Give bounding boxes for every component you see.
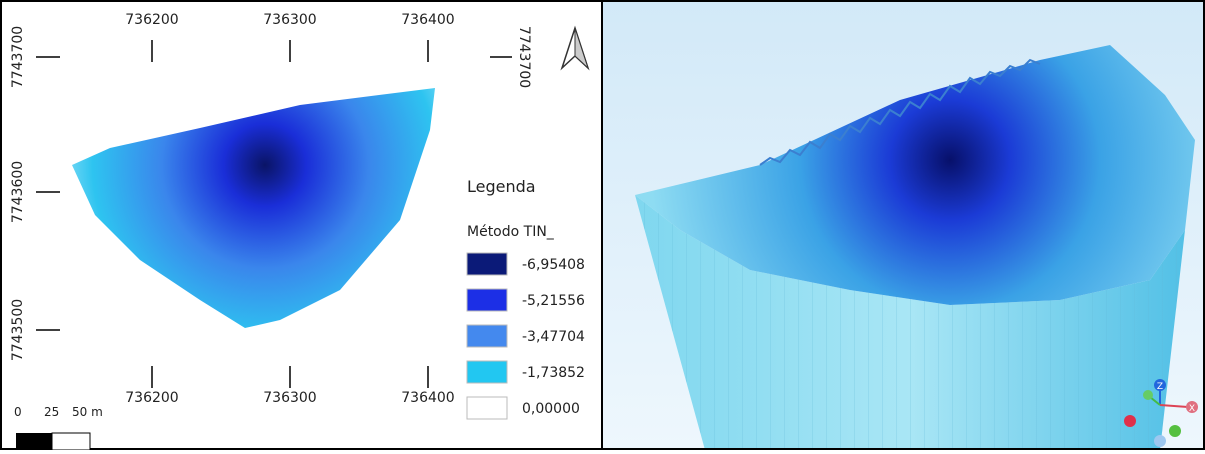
scale-bar bbox=[52, 433, 90, 450]
scale-bar bbox=[16, 433, 52, 450]
legend-label: -6,95408 bbox=[522, 257, 585, 273]
legend-label: -5,21556 bbox=[522, 293, 585, 309]
y-coord-label: 7743700 bbox=[10, 26, 26, 88]
axis-label: X bbox=[1189, 404, 1195, 414]
legend-swatch bbox=[467, 361, 507, 383]
y-coord-label: 7743600 bbox=[10, 161, 26, 223]
legend-label: 0,00000 bbox=[522, 401, 580, 417]
x-coord-label: 736300 bbox=[263, 12, 316, 28]
legend-subtitle: Método TIN_ bbox=[467, 224, 555, 240]
scale-label: 25 bbox=[44, 405, 59, 419]
legend-swatch bbox=[467, 397, 507, 419]
legend-swatch bbox=[467, 253, 507, 275]
page: 736200 736300 736400 736200 736300 73640… bbox=[0, 0, 1205, 454]
x-coord-label: 736400 bbox=[401, 12, 454, 28]
y-coord-label: 7743500 bbox=[10, 299, 26, 361]
legend-label: -3,47704 bbox=[522, 329, 585, 345]
legend-label: -1,73852 bbox=[522, 365, 585, 381]
scale-label: 0 bbox=[14, 405, 22, 419]
x-coord-label: 736300 bbox=[263, 390, 316, 406]
legend-title: Legenda bbox=[467, 177, 536, 196]
x-coord-label: 736400 bbox=[401, 390, 454, 406]
legend-swatch bbox=[467, 325, 507, 347]
x-coord-label: 736200 bbox=[125, 390, 178, 406]
axis-label: Z bbox=[1157, 382, 1163, 392]
y-coord-label: 7743700 bbox=[516, 26, 532, 88]
figure: 736200 736300 736400 736200 736300 73640… bbox=[0, 0, 1205, 450]
x-coord-label: 736200 bbox=[125, 12, 178, 28]
scale-label: 50 m bbox=[72, 405, 103, 419]
legend-swatch bbox=[467, 289, 507, 311]
